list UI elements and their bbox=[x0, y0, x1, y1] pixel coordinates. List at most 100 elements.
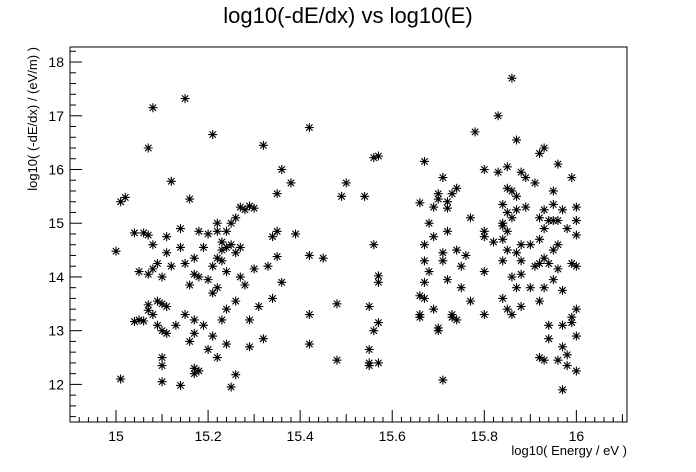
data-point bbox=[222, 304, 232, 314]
data-point bbox=[364, 301, 374, 311]
data-point bbox=[208, 288, 218, 298]
data-point bbox=[558, 320, 568, 330]
data-point bbox=[512, 191, 522, 201]
data-point bbox=[493, 167, 503, 177]
data-point bbox=[553, 216, 563, 226]
data-point bbox=[152, 320, 162, 330]
data-point bbox=[277, 277, 287, 287]
data-point bbox=[493, 111, 503, 121]
data-point bbox=[571, 366, 581, 376]
data-point bbox=[558, 285, 568, 295]
data-point bbox=[194, 272, 204, 282]
y-tick-label: 13 bbox=[48, 323, 64, 339]
data-point bbox=[189, 253, 199, 263]
data-point bbox=[571, 230, 581, 240]
data-point bbox=[452, 245, 462, 255]
data-point bbox=[465, 213, 475, 223]
data-point bbox=[222, 339, 232, 349]
data-point bbox=[548, 245, 558, 255]
data-point bbox=[535, 259, 545, 269]
data-point bbox=[231, 370, 241, 380]
data-point bbox=[120, 192, 130, 202]
x-tick-label: 15.4 bbox=[287, 428, 314, 444]
data-point bbox=[166, 176, 176, 186]
data-point bbox=[291, 229, 301, 239]
data-point bbox=[171, 320, 181, 330]
data-point bbox=[429, 304, 439, 314]
data-point bbox=[139, 316, 149, 326]
y-axis: 12 13 14 15 16 17 18 bbox=[48, 50, 82, 418]
data-point bbox=[535, 353, 545, 363]
data-point bbox=[562, 361, 572, 371]
data-point bbox=[203, 275, 213, 285]
data-point bbox=[231, 296, 241, 306]
data-point bbox=[567, 173, 577, 183]
data-point bbox=[129, 317, 139, 327]
data-point bbox=[419, 277, 429, 287]
data-point bbox=[452, 315, 462, 325]
data-point bbox=[222, 226, 232, 236]
data-point bbox=[148, 240, 158, 250]
data-point bbox=[249, 203, 259, 213]
data-point bbox=[419, 256, 429, 266]
data-point bbox=[544, 320, 554, 330]
data-point bbox=[212, 353, 222, 363]
data-point bbox=[212, 283, 222, 293]
data-point bbox=[373, 318, 383, 328]
data-point bbox=[116, 374, 126, 384]
data-point bbox=[194, 366, 204, 376]
y-tick-label: 14 bbox=[48, 269, 64, 285]
data-point bbox=[268, 293, 278, 303]
data-point bbox=[567, 312, 577, 322]
data-point bbox=[341, 178, 351, 188]
data-point bbox=[198, 320, 208, 330]
data-point bbox=[134, 267, 144, 277]
x-tick-label: 15.2 bbox=[194, 428, 221, 444]
data-point bbox=[567, 318, 577, 328]
data-point bbox=[157, 361, 167, 371]
data-point bbox=[479, 267, 489, 277]
data-point bbox=[189, 369, 199, 379]
data-point bbox=[143, 143, 153, 153]
data-point bbox=[304, 339, 314, 349]
data-point bbox=[240, 280, 250, 290]
data-point bbox=[208, 331, 218, 341]
data-point bbox=[208, 261, 218, 271]
data-point bbox=[535, 296, 545, 306]
data-point bbox=[530, 178, 540, 188]
y-tick-label: 12 bbox=[48, 376, 64, 392]
data-point bbox=[364, 344, 374, 354]
data-point bbox=[507, 73, 517, 83]
data-point bbox=[535, 213, 545, 223]
data-point bbox=[189, 363, 199, 373]
data-point bbox=[447, 310, 457, 320]
data-point bbox=[512, 283, 522, 293]
data-point bbox=[217, 245, 227, 255]
data-point bbox=[419, 156, 429, 166]
data-point bbox=[235, 242, 245, 252]
data-point bbox=[544, 259, 554, 269]
data-point bbox=[212, 218, 222, 228]
data-point bbox=[332, 355, 342, 365]
data-point bbox=[157, 299, 167, 309]
data-point bbox=[571, 202, 581, 212]
data-point bbox=[162, 248, 172, 258]
plot-frame bbox=[69, 46, 628, 423]
data-point bbox=[558, 385, 568, 395]
data-point bbox=[152, 259, 162, 269]
data-point bbox=[507, 272, 517, 282]
data-point bbox=[548, 199, 558, 209]
data-point bbox=[521, 173, 531, 183]
data-point bbox=[240, 205, 250, 215]
data-point bbox=[553, 355, 563, 365]
data-point bbox=[175, 380, 185, 390]
data-point bbox=[245, 201, 255, 211]
data-point bbox=[245, 342, 255, 352]
data-point bbox=[562, 224, 572, 234]
data-point bbox=[217, 315, 227, 325]
x-axis: 15 15.2 15.4 15.6 15.8 16 bbox=[69, 410, 623, 444]
data-point bbox=[548, 186, 558, 196]
data-point bbox=[143, 269, 153, 279]
data-point bbox=[461, 250, 471, 260]
